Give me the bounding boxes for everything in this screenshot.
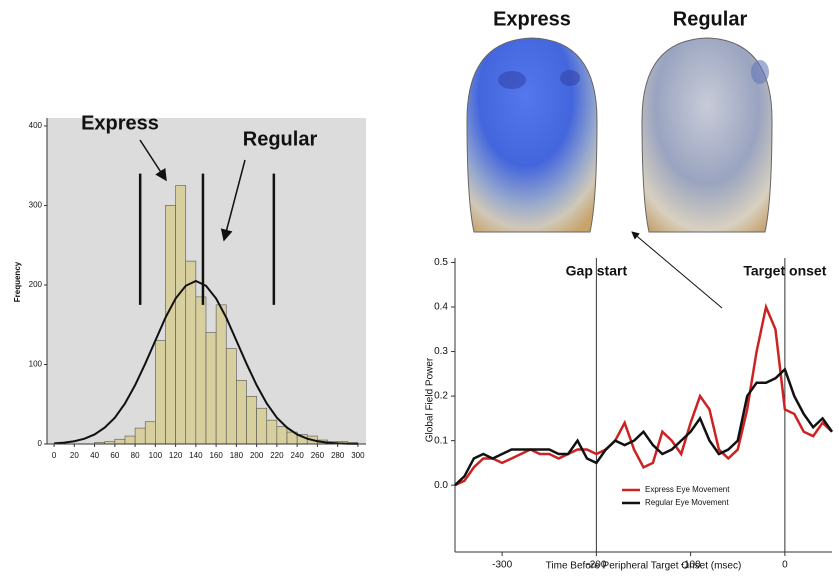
bar	[236, 380, 246, 444]
bar	[176, 186, 186, 444]
x-tick-label: 0	[782, 560, 788, 571]
bar	[125, 436, 135, 444]
x-tick-label: 200	[250, 451, 264, 460]
map-spot	[498, 71, 526, 89]
x-tick-label: 220	[270, 451, 284, 460]
x-tick-label: 160	[209, 451, 223, 460]
x-tick-label: 20	[70, 451, 79, 460]
map-spot	[751, 60, 769, 84]
x-tick-label: 280	[331, 451, 345, 460]
bar	[216, 305, 226, 444]
bar	[277, 427, 287, 444]
bar	[267, 420, 277, 444]
bar	[135, 428, 145, 444]
y-tick-label: 300	[29, 201, 43, 210]
bar	[196, 297, 206, 444]
event-label: Gap start	[566, 263, 628, 279]
x-tick-label: 260	[311, 451, 325, 460]
y-tick-label: 0.2	[434, 391, 448, 402]
head-map	[467, 38, 597, 232]
x-tick-label: 300	[351, 451, 365, 460]
legend-label: Express Eye Movement	[645, 485, 730, 494]
x-tick-label: 80	[131, 451, 140, 460]
y-tick-label: 0.5	[434, 257, 448, 268]
series-line	[455, 307, 832, 485]
x-tick-label: 240	[290, 451, 304, 460]
bar	[165, 205, 175, 444]
bar	[257, 408, 267, 444]
y-axis-label: Frequency	[13, 261, 22, 302]
arrow	[632, 232, 722, 308]
x-tick-label: 60	[110, 451, 119, 460]
y-tick-label: 0.4	[434, 302, 448, 313]
map-label: Regular	[673, 8, 748, 30]
legend-label: Regular Eye Movement	[645, 498, 729, 507]
bar	[226, 349, 236, 444]
bar	[145, 422, 155, 444]
x-tick-label: -300	[492, 560, 512, 571]
figure: Express Regular 0 20 40 60 80 100 120 140 160 180…	[0, 0, 839, 576]
bar	[155, 341, 165, 444]
x-axis-label: Time Before Peripheral Target Onset (mse…	[546, 561, 742, 572]
y-axis-label: Global Field Power	[425, 357, 436, 442]
event-label: Target onset	[743, 263, 826, 279]
x-tick-label: 140	[189, 451, 203, 460]
bar	[115, 439, 125, 444]
bar	[206, 333, 216, 444]
bar	[247, 396, 257, 444]
x-tick-label: 180	[230, 451, 244, 460]
y-tick-label: 0.1	[434, 435, 448, 446]
x-tick-label: 40	[90, 451, 99, 460]
x-tick-label: 0	[52, 451, 57, 460]
y-tick-label: 0.3	[434, 346, 448, 357]
y-tick-label: 0.0	[434, 480, 448, 491]
map-spot	[560, 70, 580, 86]
y-tick-label: 200	[29, 280, 43, 289]
y-tick-label: 400	[29, 121, 43, 130]
bar	[186, 261, 196, 444]
map-label: Express	[493, 8, 571, 30]
x-tick-label: 100	[149, 451, 163, 460]
y-tick-label: 0	[38, 439, 43, 448]
annotation: Regular	[243, 128, 318, 150]
annotation: Express	[81, 112, 159, 134]
y-tick-label: 100	[29, 360, 43, 369]
x-tick-label: 120	[169, 451, 183, 460]
